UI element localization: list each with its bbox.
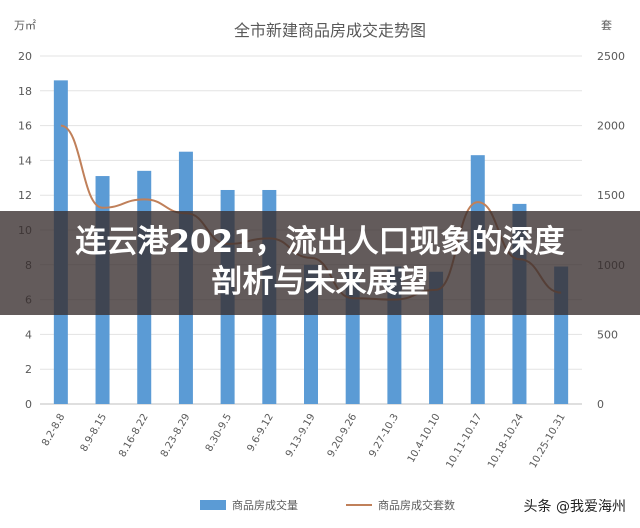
x-tick-label: 8.30-9.5 — [204, 412, 234, 454]
x-tick-label: 9.20-9.26 — [326, 412, 360, 459]
legend-label-line: 商品房成交套数 — [378, 498, 455, 512]
x-tick-label: 10.4-10.10 — [406, 412, 443, 465]
y-left-tick-label: 20 — [18, 50, 32, 63]
overlay-headline: 连云港2021，流出人口现象的深度 剖析与未来展望 — [0, 222, 640, 302]
y-left-tick-label: 2 — [25, 363, 32, 376]
legend-label-bar: 商品房成交量 — [232, 498, 298, 512]
x-tick-label: 9.27-10.3 — [367, 412, 401, 459]
x-tick-label: 8.16-8.22 — [117, 412, 151, 459]
y-right-tick-label: 2000 — [597, 120, 625, 133]
x-tick-label: 8.2-8.8 — [40, 412, 67, 448]
y-left-tick-label: 0 — [25, 398, 32, 411]
y-left-tick-label: 12 — [18, 189, 32, 202]
x-tick-label: 9.6-9.12 — [245, 412, 275, 454]
watermark-text: 头条 @我爱海州 — [523, 499, 626, 515]
y-right-tick-label: 500 — [597, 328, 618, 341]
x-tick-label: 8.9-8.15 — [79, 412, 109, 454]
overlay-headline-line1: 连云港2021，流出人口现象的深度 — [75, 224, 565, 260]
y-left-unit: 万㎡ — [14, 19, 36, 32]
y-left-tick-label: 16 — [18, 120, 32, 133]
y-left-tick-label: 4 — [25, 328, 32, 341]
y-left-tick-label: 18 — [18, 85, 32, 98]
x-tick-label: 8.23-8.29 — [159, 412, 193, 459]
chart-title: 全市新建商品房成交走势图 — [234, 21, 426, 40]
y-right-tick-label: 2500 — [597, 50, 625, 63]
legend-swatch-bar — [200, 500, 226, 510]
x-tick-label: 10.18-10.24 — [486, 412, 526, 470]
title-overlay-band — [0, 211, 640, 315]
y-left-tick-label: 14 — [18, 154, 32, 167]
x-tick-label: 10.25-10.31 — [528, 412, 568, 470]
x-tick-label: 9.13-9.19 — [284, 412, 318, 459]
y-right-tick-label: 0 — [597, 398, 604, 411]
y-right-unit: 套 — [601, 19, 612, 32]
x-tick-label: 10.11-10.17 — [444, 412, 484, 470]
y-right-tick-label: 1500 — [597, 189, 625, 202]
overlay-headline-line2: 剖析与未来展望 — [211, 264, 429, 300]
